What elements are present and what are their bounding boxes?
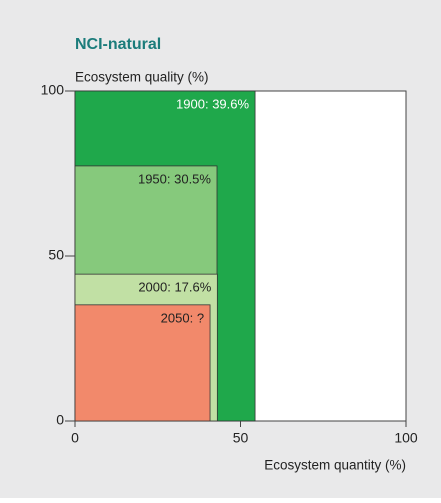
rect-label: 2050: ?: [161, 310, 204, 325]
x-tick-label: 50: [233, 430, 249, 446]
y-tick-label: 100: [41, 82, 65, 98]
quality-quantity-rect: [74, 304, 211, 422]
chart-title: NCI-natural: [75, 36, 161, 53]
x-tick-label: 100: [394, 430, 418, 446]
x-tick-label: 0: [71, 430, 79, 446]
y-tick-label: 50: [48, 247, 64, 263]
x-axis-label: Ecosystem quantity (%): [264, 458, 406, 473]
rect-label: 1900: 39.6%: [176, 96, 249, 111]
y-axis-label: Ecosystem quality (%): [75, 70, 209, 85]
rect-label: 1950: 30.5%: [138, 171, 211, 186]
rect-label: 2000: 17.6%: [138, 280, 211, 295]
y-tick-label: 0: [56, 412, 64, 428]
